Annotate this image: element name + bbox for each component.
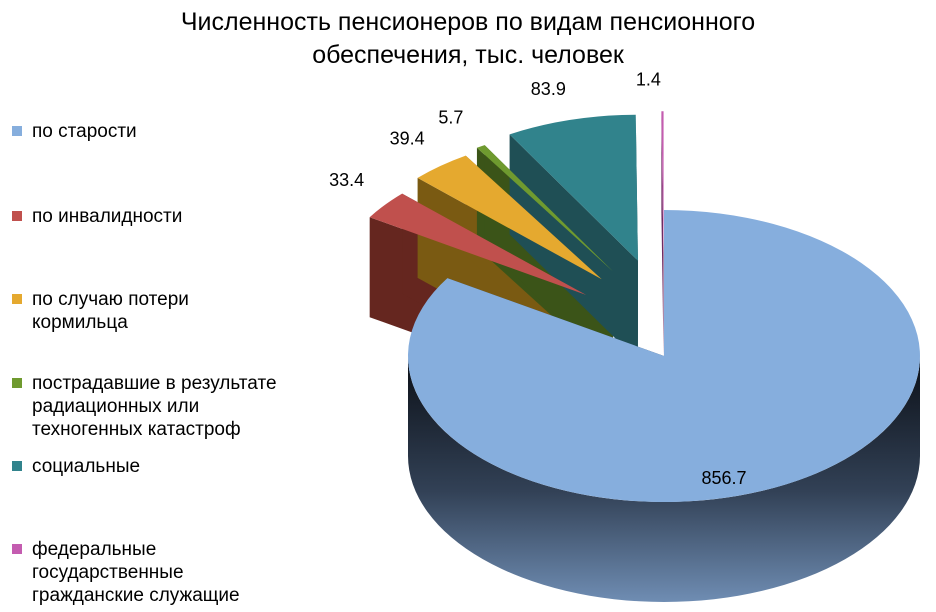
- pie-tops: [369, 111, 921, 503]
- pie-slice-wall: [509, 134, 638, 361]
- pie-slice-3: [476, 145, 613, 272]
- legend-swatch: [12, 126, 22, 136]
- pie-slice-wall: [661, 111, 664, 358]
- legend-label: по случаю потери кормильца: [32, 289, 189, 333]
- data-label: 33.4: [329, 170, 364, 190]
- pie-slice-4: [509, 114, 638, 261]
- legend-label: федеральные государственные гражданские …: [32, 539, 240, 606]
- legend-label: социальные: [32, 456, 141, 477]
- pie-slice-2: [417, 155, 602, 280]
- chart-title-line-1: Численность пенсионеров по видам пенсион…: [180, 8, 756, 36]
- data-label: 39.4: [390, 128, 425, 148]
- legend-swatch: [12, 461, 22, 471]
- legend-swatch: [12, 211, 22, 221]
- legend-swatch: [12, 378, 22, 388]
- chart-title: Численность пенсионеров по видам пенсион…: [0, 6, 936, 72]
- pie-slice-0: [408, 210, 921, 503]
- legend-label: по инвалидности: [32, 206, 183, 227]
- data-label: 856.7: [701, 468, 746, 488]
- chart-title-line-2: обеспечения, тыс. человек: [312, 41, 624, 69]
- legend-swatch: [12, 544, 22, 554]
- pie-labels: 856.7 33.4 39.4 5.7 83.9 1.4: [329, 70, 746, 488]
- data-label: 83.9: [531, 79, 566, 99]
- pie-slice-1: [369, 193, 587, 296]
- data-label: 5.7: [438, 107, 463, 127]
- legend-label: пострадавшие в результате радиационных и…: [32, 373, 277, 440]
- legend-label: по старости: [32, 121, 137, 142]
- pie-slice-side: [408, 356, 920, 602]
- legend-swatch: [12, 294, 22, 304]
- pie-slice-5: [661, 111, 664, 258]
- data-label: 1.4: [636, 70, 661, 90]
